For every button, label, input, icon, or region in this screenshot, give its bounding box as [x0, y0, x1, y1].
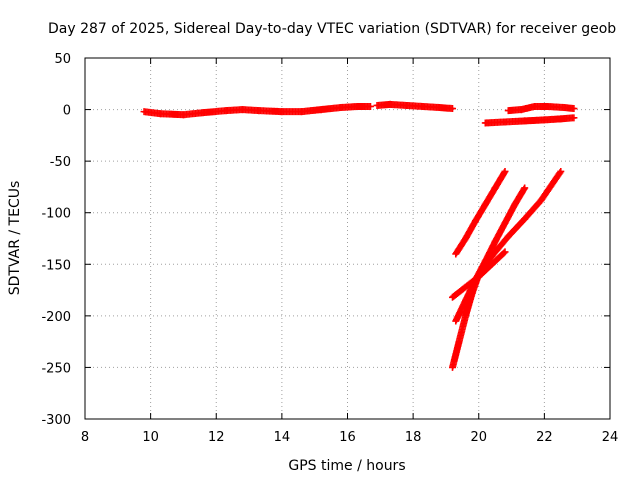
y-tick-label: -200 [41, 310, 71, 325]
x-tick-label: 18 [405, 430, 422, 445]
y-axis-label: SDTVAR / TECUs [7, 181, 23, 296]
data-point [449, 105, 456, 113]
data-point [501, 167, 509, 175]
data-point [366, 102, 374, 110]
y-tick-label: -300 [41, 413, 71, 428]
series-band-4 [504, 102, 578, 115]
series-band-2 [373, 100, 456, 113]
series-band-1 [140, 102, 374, 119]
y-tick-label: -50 [50, 155, 71, 170]
y-axis: 50 0 -50 -100 -150 -200 -250 -300 [41, 52, 610, 428]
x-tick-label: 16 [339, 430, 356, 445]
data-points [140, 100, 578, 371]
y-tick-label: -150 [41, 258, 71, 273]
data-point [570, 105, 578, 113]
x-tick-label: 24 [602, 430, 619, 445]
data-point [501, 248, 509, 256]
x-tick-label: 12 [208, 430, 225, 445]
series-band-3 [481, 114, 578, 127]
data-point [521, 184, 529, 192]
y-tick-label: -100 [41, 207, 71, 222]
y-tick-label: -250 [41, 361, 71, 376]
x-tick-label: 8 [81, 430, 89, 445]
x-tick-label: 14 [274, 430, 291, 445]
x-axis-label: GPS time / hours [288, 458, 405, 474]
x-tick-label: 22 [536, 430, 553, 445]
data-point [557, 167, 565, 175]
series-track-c [449, 167, 565, 371]
y-tick-label: 50 [54, 52, 71, 67]
x-axis: 8 10 12 14 16 18 20 22 24 [81, 58, 618, 445]
series-track-a [452, 167, 509, 258]
series-track-d [449, 248, 509, 301]
data-point [500, 249, 508, 257]
x-tick-label: 20 [470, 430, 487, 445]
x-tick-label: 10 [142, 430, 159, 445]
chart-title: Day 287 of 2025, Sidereal Day-to-day VTE… [48, 21, 616, 37]
data-point [570, 114, 578, 122]
data-point [556, 169, 564, 177]
y-tick-label: 0 [63, 104, 71, 119]
